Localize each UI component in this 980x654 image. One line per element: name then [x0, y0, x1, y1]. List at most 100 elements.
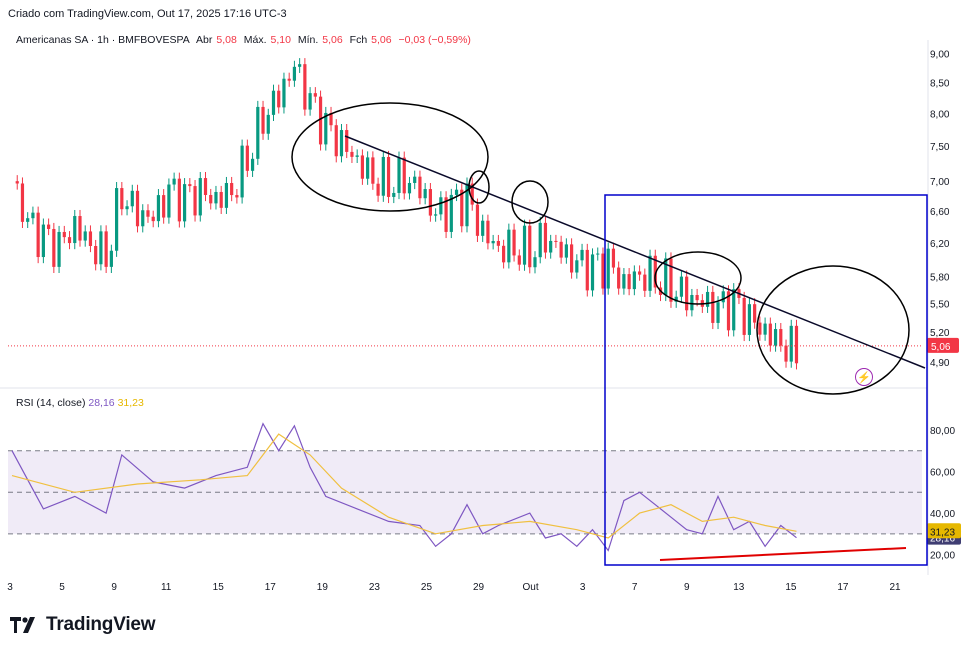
candle-body: [182, 184, 187, 222]
candle-body: [339, 130, 344, 157]
candle-body: [214, 191, 218, 204]
candle-body: [94, 246, 98, 265]
candle-body: [768, 323, 772, 346]
time-tick-label: 11: [161, 582, 172, 593]
candle-body: [611, 248, 616, 268]
ellipse-annotation: [468, 170, 490, 204]
high-value: 5,10: [270, 34, 291, 46]
candle-body: [313, 93, 317, 97]
candle-body: [742, 297, 746, 335]
candle-body: [376, 183, 380, 196]
candle-body: [758, 322, 762, 335]
candle-body: [711, 291, 715, 323]
candle-body: [324, 112, 328, 145]
candle-body: [564, 244, 568, 258]
candle-body: [538, 222, 542, 258]
candle-body: [188, 184, 192, 187]
candle-body: [674, 296, 678, 302]
candle-body: [57, 231, 61, 267]
time-tick-label: 9: [111, 582, 117, 593]
last-price-tag: [927, 337, 959, 353]
candle-body: [512, 229, 516, 256]
candle-body: [261, 106, 265, 134]
candle-body: [73, 216, 77, 244]
open-label: Abr: [196, 34, 213, 46]
candle-body: [549, 240, 553, 253]
candle-body: [637, 271, 642, 275]
candle-body: [224, 183, 229, 208]
candle-body: [167, 184, 171, 218]
rsi-ma-line: [11, 433, 797, 539]
rsi-support-line: [659, 547, 907, 561]
rsi-band: [8, 450, 922, 534]
highlight-box: [604, 194, 928, 566]
symbol-legend: Americanas SA · 1h · BMFBOVESPA Abr 5,08 …: [16, 34, 475, 46]
candle-body: [371, 157, 375, 184]
candle-body: [794, 325, 799, 364]
candle-body: [151, 216, 155, 222]
candle-body: [298, 64, 302, 67]
rsi-tick-label: 40,00: [930, 509, 955, 520]
candle-body: [732, 289, 736, 331]
price-tick-label: 6,20: [930, 239, 950, 250]
candle-body: [402, 157, 406, 194]
candle-body: [496, 240, 500, 246]
candle-body: [428, 189, 432, 216]
candle-body: [287, 78, 291, 81]
candle-body: [643, 274, 647, 291]
candle-body: [292, 66, 297, 81]
candle-body: [596, 253, 600, 255]
candle-body: [507, 229, 511, 263]
rsi-line: [11, 422, 797, 552]
candle-body: [726, 291, 731, 331]
candle-body: [146, 210, 150, 217]
candle-body: [219, 191, 223, 208]
candle-body: [193, 186, 197, 216]
tradingview-mark-icon: [10, 617, 35, 633]
candle-body: [439, 197, 443, 215]
candle-body: [423, 189, 427, 199]
candle-body: [475, 204, 480, 236]
price-tick-label: 5,50: [930, 300, 950, 311]
candle-body: [125, 206, 129, 210]
candle-body: [47, 224, 51, 229]
rsi-value-tag-text: 28,16: [930, 534, 955, 545]
lightning-icon[interactable]: ⚡: [855, 368, 873, 386]
open-value: 5,08: [216, 34, 237, 46]
candle-body: [308, 93, 312, 110]
candle-body: [250, 158, 255, 171]
tradingview-logo: TradingView: [10, 614, 156, 636]
time-tick-label: 19: [317, 582, 329, 593]
candle-body: [31, 212, 35, 219]
candle-body: [481, 220, 485, 236]
candle-body: [386, 156, 391, 197]
candle-body: [114, 188, 119, 251]
candle-body: [318, 96, 323, 145]
chart-caption: Criado com TradingView.com, Out 17, 2025…: [8, 8, 287, 20]
rsi-value: 28,16: [88, 397, 115, 409]
candle-body: [345, 130, 349, 152]
candle-body: [141, 210, 145, 227]
candle-body: [465, 183, 469, 227]
candle-body: [653, 255, 657, 288]
candle-body: [627, 274, 631, 290]
candle-body: [601, 253, 605, 289]
candle-body: [444, 197, 448, 232]
candle-body: [669, 258, 673, 302]
candle-body: [679, 276, 684, 297]
rsi-ma-value-tag: [927, 523, 961, 539]
candle-body: [240, 145, 244, 198]
candle-body: [580, 249, 584, 261]
time-tick-label: 13: [733, 582, 745, 593]
candle-body: [350, 151, 354, 157]
candle-body: [721, 291, 725, 303]
rsi-legend: RSI (14, close) 28,16 31,23: [16, 397, 144, 409]
candle-body: [303, 64, 307, 110]
time-tick-label: 17: [265, 582, 277, 593]
candle-body: [622, 274, 626, 289]
candle-body: [52, 228, 56, 267]
candle-body: [470, 183, 474, 205]
candle-body: [491, 240, 495, 244]
candle-body: [62, 231, 66, 238]
